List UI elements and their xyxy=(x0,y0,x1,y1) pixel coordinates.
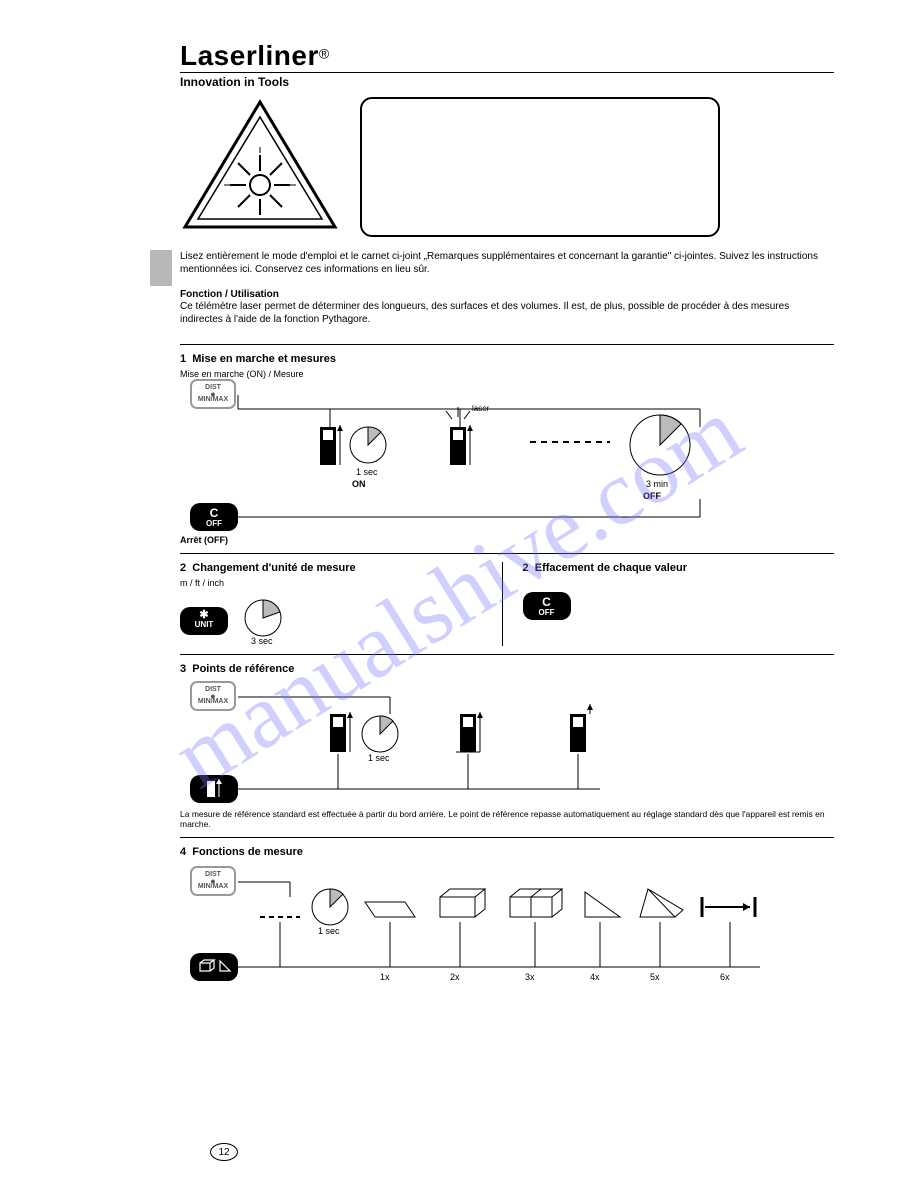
brand-reg: ® xyxy=(319,46,329,62)
brand-block: Laserliner® Innovation in Tools xyxy=(180,40,834,91)
intro-p2: Ce télémètre laser permet de déterminer … xyxy=(180,301,834,326)
section-2a-note: m / ft / inch xyxy=(180,578,492,588)
svg-text:3x: 3x xyxy=(525,972,535,982)
language-tab xyxy=(150,250,172,286)
unit-button[interactable]: ✱UNIT xyxy=(180,607,228,635)
reference-icon xyxy=(190,775,238,803)
c-off-button-2[interactable]: COFF xyxy=(523,592,571,620)
warning-row xyxy=(180,97,834,237)
reference-button[interactable] xyxy=(190,775,238,803)
label-1sec: 1 sec xyxy=(356,467,378,477)
clock-3sec-icon: 3 sec xyxy=(238,596,298,646)
intro-text: Lisez entièrement le mode d'emploi et le… xyxy=(180,251,834,326)
svg-text:6x: 6x xyxy=(720,972,730,982)
section-4-title: 4 Fonctions de mesure xyxy=(180,846,834,858)
dist-button[interactable]: DIST●MIN/MAX xyxy=(190,379,236,409)
section-2: 2 Changement d'unité de mesure m / ft / … xyxy=(180,562,834,646)
c-off-button[interactable]: COFF xyxy=(190,503,238,531)
svg-text:1x: 1x xyxy=(380,972,390,982)
page-number-value: 12 xyxy=(218,1147,229,1158)
warning-text-box xyxy=(360,97,720,237)
section-3-title: 3 Points de référence xyxy=(180,663,834,675)
section-3: 3 Points de référence 1 sec DIST●MIN/MAX xyxy=(180,663,834,829)
label-on: ON xyxy=(352,479,366,489)
label-off: OFF xyxy=(643,491,661,501)
section-4: 4 Fonctions de mesure 1 sec xyxy=(180,846,834,992)
dist-button-3[interactable]: DIST●MIN/MAX xyxy=(190,866,236,896)
divider xyxy=(180,654,834,655)
divider xyxy=(180,344,834,345)
section-2b-title: 2 Effacement de chaque valeur xyxy=(523,562,835,574)
svg-text:3 sec: 3 sec xyxy=(251,636,273,646)
label-laser: laser xyxy=(472,404,490,413)
divider xyxy=(180,553,834,554)
label-3min: 3 min xyxy=(646,479,668,489)
diagram-on-measure: 1 sec ON laser 3 min OFF DIST●MIN/MAX CO… xyxy=(180,387,834,537)
intro-p1: Lisez entièrement le mode d'emploi et le… xyxy=(180,251,834,276)
svg-text:1 sec: 1 sec xyxy=(368,753,390,763)
svg-text:5x: 5x xyxy=(650,972,660,982)
function-shapes-icon xyxy=(190,953,238,981)
section-1-title: 1 Mise en marche et mesures xyxy=(180,353,834,365)
section-1-sub: Mise en marche (ON) / Mesure xyxy=(180,369,834,379)
svg-text:2x: 2x xyxy=(450,972,460,982)
brand-tagline: Innovation in Tools xyxy=(180,72,834,89)
divider xyxy=(180,837,834,838)
brand-name: Laserliner xyxy=(180,40,319,71)
svg-text:4x: 4x xyxy=(590,972,600,982)
section-2a-title: 2 Changement d'unité de mesure xyxy=(180,562,492,574)
section-3-note: La mesure de référence standard est effe… xyxy=(180,809,834,829)
svg-text:1 sec: 1 sec xyxy=(318,926,340,936)
diagram-reference: 1 sec DIST●MIN/MAX xyxy=(180,679,834,809)
laser-warning-triangle-icon xyxy=(180,97,340,237)
function-button[interactable] xyxy=(190,953,238,981)
intro-gap xyxy=(180,276,834,289)
page-number: 12 xyxy=(210,1143,238,1161)
dist-button-2[interactable]: DIST●MIN/MAX xyxy=(190,681,236,711)
diagram-functions: 1 sec 1x 2x 3x xyxy=(180,862,834,992)
intro-h: Fonction / Utilisation xyxy=(180,289,834,302)
section-1: 1 Mise en marche et mesures Mise en marc… xyxy=(180,353,834,545)
